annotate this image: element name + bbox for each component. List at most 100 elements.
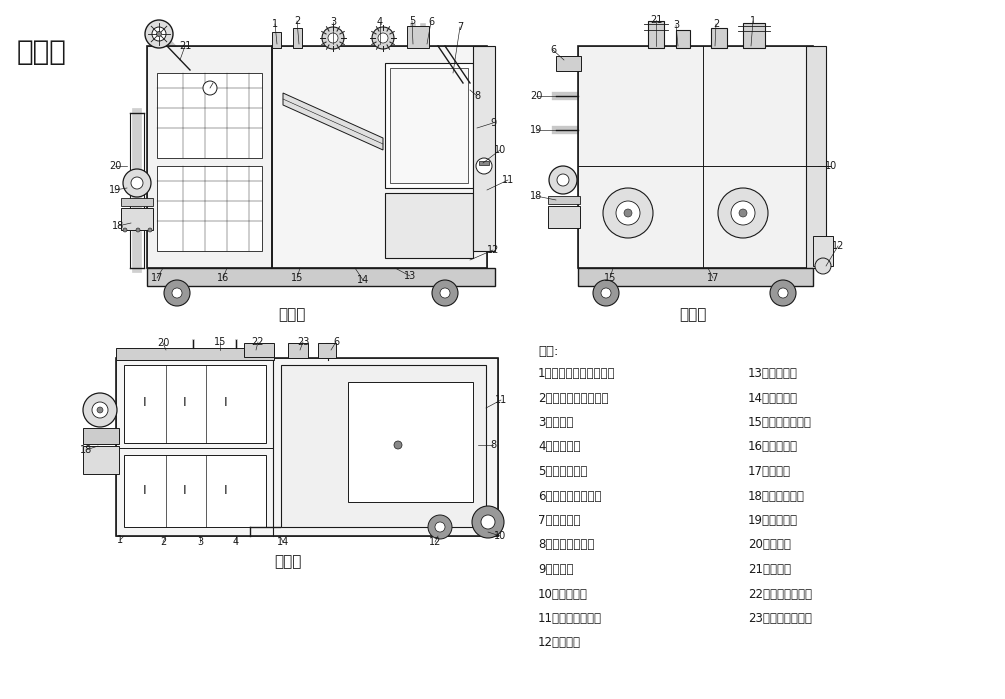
Text: 2: 2 [293,16,300,26]
Circle shape [164,280,190,306]
Bar [556,56,581,71]
Text: 15: 15 [214,337,226,347]
Text: I: I [143,484,147,496]
Bar [293,28,302,48]
Bar [281,365,486,527]
Bar [743,23,765,48]
Circle shape [601,288,611,298]
Circle shape [731,201,755,225]
Text: 2: 2 [713,19,720,29]
Text: 20、出水口: 20、出水口 [748,538,791,552]
Text: 20: 20 [157,338,169,348]
Text: 19、出水开关: 19、出水开关 [748,514,798,527]
Circle shape [481,515,495,529]
Text: 19: 19 [530,125,542,135]
Polygon shape [283,93,383,150]
Text: 8: 8 [490,440,496,450]
Text: 17: 17 [707,273,720,283]
Circle shape [322,27,344,49]
Bar [648,21,664,48]
Bar [385,63,473,188]
Bar [124,455,266,527]
Text: 14、泄水阀门: 14、泄水阀门 [748,391,798,405]
Circle shape [435,522,445,532]
Text: 15: 15 [290,273,304,283]
Text: 4: 4 [233,537,239,547]
Circle shape [131,177,143,189]
Bar [578,268,813,286]
Text: 21、排渣管: 21、排渣管 [748,563,791,576]
Circle shape [718,188,768,238]
Text: 9、集油区: 9、集油区 [538,563,574,576]
Bar [147,46,272,268]
Circle shape [203,81,217,95]
Text: 10: 10 [493,531,507,541]
Text: 11: 11 [501,175,515,185]
Text: 5、曝气输送管: 5、曝气输送管 [538,465,587,478]
Bar [83,446,119,474]
Bar [385,193,473,258]
Bar [116,358,498,536]
Circle shape [145,20,173,48]
Text: 14: 14 [357,275,369,285]
Text: 主视图: 主视图 [278,308,306,322]
Bar [244,343,274,357]
Circle shape [778,288,788,298]
Text: 4: 4 [377,17,383,27]
Text: 3、进水口: 3、进水口 [538,416,574,429]
Bar [83,428,119,444]
Text: 10、排油开关: 10、排油开关 [538,587,588,600]
Text: I: I [224,484,228,496]
Circle shape [328,33,338,43]
Text: 21: 21 [179,41,191,51]
Text: I: I [183,484,187,496]
Text: 1: 1 [750,16,756,26]
Text: 18: 18 [112,221,125,231]
Text: 10: 10 [493,145,507,155]
Text: 1: 1 [117,535,123,545]
Text: 18: 18 [79,445,92,455]
Text: 6、虹吸系统检修口: 6、虹吸系统检修口 [538,489,602,503]
Bar [116,348,274,360]
Circle shape [152,27,166,41]
Bar [348,382,473,502]
Circle shape [770,280,796,306]
Circle shape [616,201,640,225]
Text: 3: 3 [673,20,679,30]
Circle shape [624,209,632,217]
Circle shape [432,280,458,306]
Circle shape [603,188,653,238]
Text: 4、曝气系统: 4、曝气系统 [538,440,581,454]
Bar [479,161,489,165]
Bar [157,166,262,251]
Text: 20: 20 [109,161,122,171]
Text: 12: 12 [429,537,441,547]
Text: 3: 3 [330,17,336,27]
Bar [272,46,487,268]
Circle shape [472,506,504,538]
Text: 9: 9 [490,118,496,128]
Circle shape [428,515,452,539]
Bar [157,73,262,158]
Circle shape [593,280,619,306]
Text: 23: 23 [296,337,310,347]
Bar [548,196,580,204]
Bar [318,343,336,358]
Circle shape [739,209,747,217]
Text: 2、固液分离装置箱体: 2、固液分离装置箱体 [538,391,608,405]
Text: 1: 1 [272,19,278,29]
Text: 13: 13 [404,271,416,281]
Text: 12: 12 [832,241,844,251]
Text: 说明:: 说明: [538,345,559,358]
Text: 11、油水分离装置: 11、油水分离装置 [538,612,602,625]
Bar [121,198,153,206]
Circle shape [83,393,117,427]
Circle shape [440,288,450,298]
Text: 13、槽钢底座: 13、槽钢底座 [748,367,798,380]
Text: 15、污水提升装置: 15、污水提升装置 [748,416,812,429]
Circle shape [123,169,151,197]
Circle shape [97,407,103,413]
Bar [272,32,281,48]
Circle shape [92,402,108,418]
Text: 14: 14 [276,537,289,547]
